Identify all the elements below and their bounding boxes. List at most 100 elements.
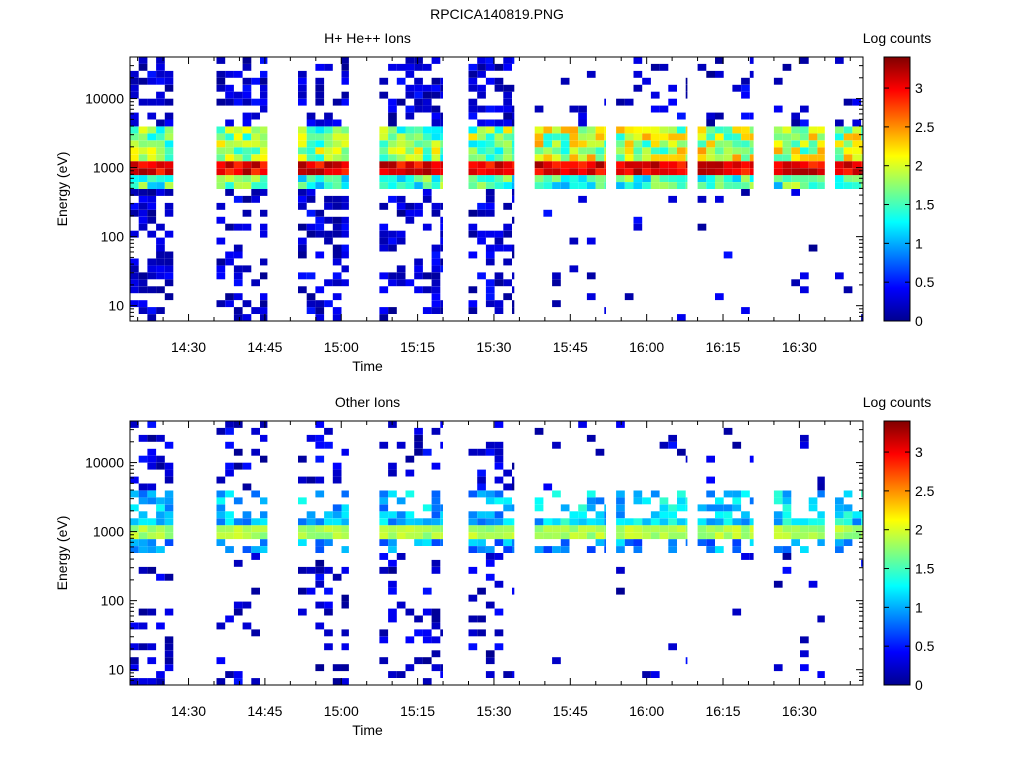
heatmap-cell (260, 161, 268, 169)
heatmap-cell (677, 497, 686, 505)
heatmap-cell (388, 237, 397, 245)
heatmap-cell (422, 272, 432, 280)
heatmap-cell (147, 532, 157, 540)
heatmap-cell (422, 84, 432, 92)
heatmap-cell (396, 601, 406, 609)
heatmap-cell (388, 105, 397, 113)
heatmap-cell (324, 182, 333, 189)
heatmap-cell (324, 133, 333, 141)
heatmap-cell (861, 182, 863, 189)
heatmap-cell (324, 441, 333, 449)
heatmap-cell (503, 258, 512, 266)
heatmap-cell (233, 307, 243, 314)
heatmap-cell (485, 671, 495, 678)
heatmap-cell (225, 70, 234, 78)
heatmap-cell (315, 147, 325, 155)
heatmap-cell (332, 126, 342, 134)
heatmap-cell (431, 636, 441, 644)
heatmap-cell (560, 161, 570, 169)
colorbar-tick-label: 2 (915, 522, 923, 538)
heatmap-cell (494, 84, 504, 92)
heatmap-cell (225, 161, 234, 169)
heatmap-cell (543, 209, 553, 217)
heatmap-cell (485, 161, 495, 169)
heatmap-cell (706, 476, 715, 484)
heatmap-cell (388, 147, 397, 155)
heatmap-cells (130, 57, 863, 321)
heatmap-cell (800, 140, 809, 148)
heatmap-cell (749, 140, 754, 148)
heatmap-cell (843, 511, 853, 519)
heatmap-cell (677, 126, 686, 134)
heatmap-cell (732, 175, 742, 182)
heatmap-cell (800, 119, 809, 127)
heatmap-cell (233, 559, 243, 567)
heatmap-cell (164, 650, 174, 658)
heatmap-cell (379, 223, 389, 231)
y-tick-label: 100 (101, 229, 125, 245)
heatmap-cell (706, 455, 715, 463)
heatmap-cell (650, 91, 660, 99)
heatmap-cell (332, 678, 342, 685)
x-tick-label: 16:00 (629, 703, 664, 719)
heatmap-cell (569, 511, 579, 519)
x-tick-label: 15:15 (400, 703, 435, 719)
heatmap-cell (147, 657, 157, 665)
heatmap-cell (503, 105, 512, 113)
heatmap-cell (578, 195, 587, 203)
heatmap-cell (852, 532, 862, 540)
heatmap-cell (388, 230, 397, 238)
heatmap-cell (586, 182, 596, 189)
heatmap-cell (431, 525, 441, 533)
heatmap-cell (477, 272, 486, 280)
heatmap-cell (494, 182, 504, 189)
heatmap-cell (156, 98, 165, 106)
heatmap-cell (431, 182, 441, 189)
heatmap-cell (306, 511, 316, 519)
heatmap-cell (147, 140, 157, 148)
heatmap-cell (604, 307, 606, 314)
heatmap-cell (560, 168, 570, 176)
x-tick-label: 16:15 (705, 339, 740, 355)
heatmap-cell (773, 664, 783, 672)
heatmap-cell (260, 84, 268, 92)
heatmap-cell (468, 77, 478, 85)
heatmap-cell (379, 511, 389, 519)
heatmap-cell (216, 133, 226, 141)
heatmap-cell (534, 525, 544, 533)
heatmap-cell (800, 546, 809, 553)
heatmap-cell (130, 476, 139, 484)
heatmap-cell (800, 272, 809, 280)
heatmap-cell (306, 195, 316, 203)
heatmap-cell (668, 195, 677, 203)
heatmap-cell (233, 168, 243, 176)
heatmap-cell (468, 490, 478, 498)
heatmap-cell (633, 497, 643, 505)
heatmap-cell (503, 293, 512, 301)
heatmap-cell (147, 216, 157, 224)
heatmap-cell (242, 168, 252, 176)
heatmap-cell (216, 265, 226, 273)
heatmap-cell (405, 154, 415, 162)
heatmap-cell (138, 175, 148, 182)
heatmap-cell (431, 258, 441, 266)
heatmap-cell (668, 643, 677, 651)
heatmap-cell (298, 182, 307, 189)
heatmap-cell (164, 140, 174, 148)
heatmap-cell (225, 182, 234, 189)
heatmap-cell (552, 490, 561, 498)
heatmap-cell (216, 504, 226, 512)
x-axis-label: Time (352, 722, 383, 738)
heatmap-cell (388, 546, 397, 553)
heatmap-cell (431, 532, 441, 540)
heatmap-cell (388, 133, 397, 141)
heatmap-cell (164, 462, 174, 470)
y-tick-label: 10000 (85, 455, 124, 471)
heatmap-cell (485, 189, 495, 196)
heatmap-cell (586, 133, 596, 141)
colorbar-tick-label: 0.5 (915, 638, 935, 654)
heatmap-cell (315, 476, 325, 484)
heatmap-cell (697, 182, 707, 189)
heatmap-cell (512, 119, 515, 127)
heatmap-cell (260, 421, 268, 428)
